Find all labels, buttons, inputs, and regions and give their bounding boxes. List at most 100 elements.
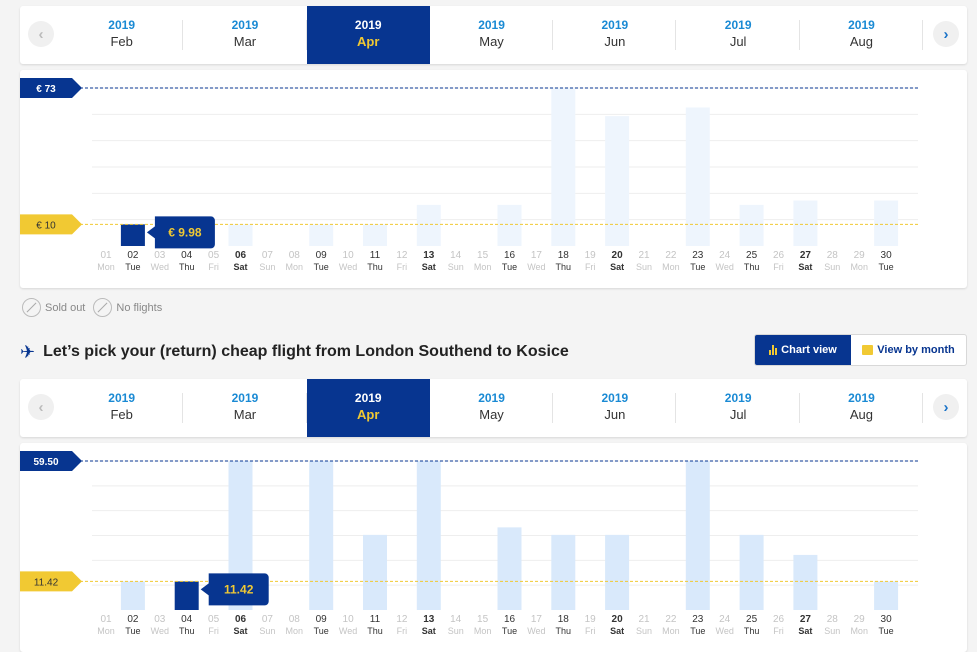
day-number-label[interactable]: 04 — [181, 614, 193, 625]
fare-bar-day-18[interactable] — [551, 534, 576, 610]
fare-bar-day-23[interactable] — [685, 461, 710, 610]
day-number-label: 14 — [450, 250, 462, 261]
day-number-label[interactable]: 11 — [370, 614, 381, 625]
fare-bar-day-27[interactable] — [793, 200, 818, 246]
fare-bar-day-11[interactable] — [363, 534, 387, 610]
fare-bar-day-06[interactable] — [228, 224, 253, 246]
day-number-label[interactable]: 20 — [612, 614, 624, 625]
selected-fare-tooltip — [146, 216, 215, 249]
day-number-label[interactable]: 23 — [692, 250, 704, 261]
outbound-prev-month-button[interactable]: ‹ — [28, 21, 54, 47]
no-flights-icon — [93, 298, 113, 317]
return-heading-text: Let’s pick your (return) cheap flight fr… — [43, 343, 569, 360]
day-number-label[interactable]: 30 — [881, 614, 893, 625]
fare-bar-day-11[interactable] — [363, 224, 387, 246]
day-number-label[interactable]: 25 — [746, 614, 758, 625]
min-fare-label: 11.42 — [34, 577, 59, 588]
fare-bar-day-30[interactable] — [874, 581, 899, 610]
day-number-label[interactable]: 20 — [612, 250, 624, 261]
month-tab-name: May — [479, 34, 504, 49]
month-tab-apr[interactable]: 2019 Apr — [306, 6, 430, 64]
return-prev-month-button[interactable]: ‹ — [28, 394, 54, 420]
month-tab-mar[interactable]: 2019 Mar — [183, 379, 307, 437]
fare-bar-day-09[interactable] — [309, 224, 334, 246]
fare-bar-day-16[interactable] — [497, 527, 522, 610]
month-tab-aug[interactable]: 2019 Aug — [800, 6, 924, 64]
fare-bar-day-25[interactable] — [739, 534, 764, 610]
day-number-label[interactable]: 13 — [423, 614, 435, 625]
month-tab-jun[interactable]: 2019 Jun — [553, 379, 677, 437]
return-next-month-button[interactable]: › — [933, 394, 959, 420]
day-number-label[interactable]: 09 — [316, 614, 328, 625]
day-number-label[interactable]: 25 — [746, 250, 758, 261]
weekday-label: Wed — [339, 626, 357, 636]
fare-bar-day-13[interactable] — [416, 204, 441, 246]
fare-bar-day-20[interactable] — [605, 116, 630, 246]
month-tab-may[interactable]: 2019 May — [430, 6, 554, 64]
day-number-label[interactable]: 23 — [692, 614, 704, 625]
day-number-label: 07 — [262, 614, 274, 625]
day-number-label[interactable]: 16 — [504, 250, 516, 261]
fare-bar-day-13[interactable] — [416, 461, 441, 610]
weekday-label: Tue — [879, 262, 894, 272]
day-number-label[interactable]: 18 — [558, 614, 570, 625]
fare-bar-day-02[interactable] — [120, 224, 145, 246]
month-tab-jun[interactable]: 2019 Jun — [553, 6, 677, 64]
fare-bar-day-18[interactable] — [551, 88, 576, 246]
month-tab-jul[interactable]: 2019 Jul — [677, 379, 801, 437]
month-tab-feb[interactable]: 2019 Feb — [60, 379, 184, 437]
weekday-label: Sun — [448, 262, 464, 272]
weekday-label: Tue — [879, 626, 894, 636]
weekday-label: Fri — [585, 262, 596, 272]
month-tab-name: Jul — [729, 34, 747, 49]
day-number-label[interactable]: 09 — [316, 250, 328, 261]
month-tab-jul[interactable]: 2019 Jul — [677, 6, 801, 64]
chart-view-button[interactable]: Chart view — [755, 335, 851, 365]
fare-bar-day-02[interactable] — [120, 581, 145, 610]
day-number-label: 17 — [531, 250, 543, 261]
min-fare-flag — [20, 571, 82, 592]
outbound-next-month-button[interactable]: › — [933, 21, 959, 47]
fare-bar-day-20[interactable] — [605, 534, 630, 610]
day-number-label: 08 — [289, 250, 301, 261]
month-tab-year: 2019 — [601, 18, 629, 32]
day-number-label[interactable]: 27 — [800, 250, 812, 261]
month-tab-year: 2019 — [354, 391, 382, 405]
day-number-label[interactable]: 04 — [181, 250, 193, 261]
month-tab-aug[interactable]: 2019 Aug — [800, 379, 924, 437]
day-number-label: 21 — [638, 614, 650, 625]
fare-bar-day-30[interactable] — [874, 200, 899, 246]
day-number-label[interactable]: 13 — [423, 250, 435, 261]
day-number-label: 12 — [396, 614, 408, 625]
day-number-label[interactable]: 11 — [370, 250, 381, 261]
min-fare-flag — [20, 214, 82, 235]
view-by-month-button[interactable]: View by month — [851, 335, 966, 365]
day-number-label[interactable]: 30 — [881, 250, 893, 261]
day-number-label[interactable]: 06 — [235, 614, 247, 625]
day-number-label: 08 — [289, 614, 301, 625]
fare-bar-day-23[interactable] — [685, 107, 710, 246]
day-number-label: 17 — [531, 614, 543, 625]
month-tab-year: 2019 — [478, 391, 505, 405]
fare-bar-day-04[interactable] — [174, 581, 199, 610]
month-tab-name: Apr — [357, 34, 380, 49]
weekday-label: Thu — [744, 262, 760, 272]
month-tab-apr[interactable]: 2019 Apr — [306, 379, 430, 437]
weekday-label: Tue — [690, 262, 705, 272]
day-number-label[interactable]: 06 — [235, 250, 247, 261]
fare-bar-day-25[interactable] — [739, 204, 764, 246]
day-number-label[interactable]: 18 — [558, 250, 570, 261]
day-number-label[interactable]: 16 — [504, 614, 516, 625]
month-tab-feb[interactable]: 2019 Feb — [60, 6, 184, 64]
month-tab-year: 2019 — [108, 18, 135, 32]
month-tab-name: Mar — [233, 407, 257, 422]
fare-bar-day-16[interactable] — [497, 204, 522, 246]
day-number-label[interactable]: 02 — [127, 614, 139, 625]
month-tab-may[interactable]: 2019 May — [430, 379, 554, 437]
day-number-label[interactable]: 02 — [127, 250, 139, 261]
fare-bar-day-09[interactable] — [309, 461, 334, 610]
fare-bar-day-27[interactable] — [793, 554, 818, 610]
day-number-label: 12 — [396, 250, 408, 261]
day-number-label[interactable]: 27 — [800, 614, 812, 625]
month-tab-mar[interactable]: 2019 Mar — [183, 6, 307, 64]
